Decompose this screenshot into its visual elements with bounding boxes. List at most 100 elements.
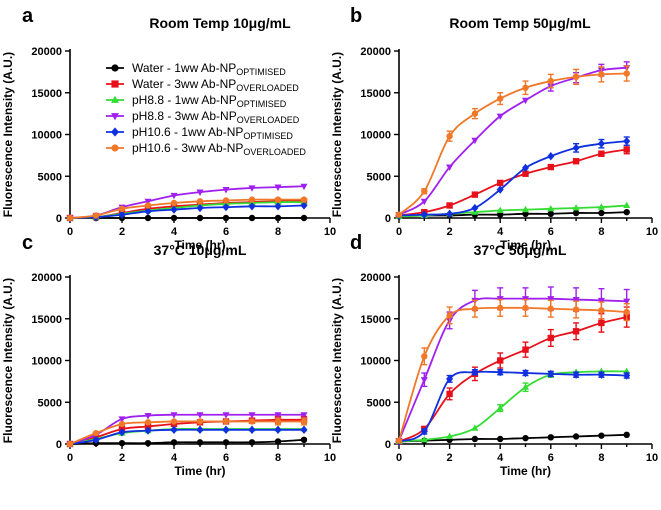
x-tick-label: 0 bbox=[396, 226, 402, 238]
data-point bbox=[446, 202, 453, 209]
series-line bbox=[398, 72, 627, 216]
y-axis-label: Fluorescence Intensity (A.U.) bbox=[1, 52, 15, 217]
data-point bbox=[521, 163, 530, 173]
data-point bbox=[547, 152, 555, 161]
x-tick-label: 4 bbox=[171, 226, 178, 238]
x-axis-label: Time (hr) bbox=[174, 464, 225, 478]
legend-item-water_1ww: Water - 1ww Ab-NPOPTIMISED bbox=[106, 61, 286, 77]
data-point bbox=[222, 214, 230, 222]
data-point bbox=[170, 199, 178, 207]
panel-a: a Room Temp 10μg/mL 0 5000 10000 15000 20000 0 2… bbox=[1, 5, 336, 252]
x-axis-label: Time (hr) bbox=[174, 238, 225, 252]
data-point bbox=[222, 418, 230, 425]
panel-title: Room Temp 50μg/mL bbox=[449, 15, 591, 31]
data-point bbox=[471, 305, 479, 312]
data-point bbox=[300, 201, 308, 210]
series-line bbox=[398, 148, 627, 217]
panel-letter: d bbox=[350, 232, 362, 254]
data-point bbox=[300, 436, 308, 444]
legend-label: pH10.6 - 3ww Ab-NPOVERLOADED bbox=[132, 141, 306, 157]
data-point bbox=[547, 434, 554, 441]
x-tick-label: 0 bbox=[396, 452, 402, 464]
data-point bbox=[248, 439, 256, 446]
y-tick-label: 15000 bbox=[360, 314, 391, 326]
y-tick-label: 20000 bbox=[31, 272, 62, 284]
data-point bbox=[196, 425, 204, 434]
series-ph106_1ww bbox=[395, 136, 631, 220]
data-point bbox=[300, 196, 308, 203]
data-point bbox=[420, 377, 428, 384]
data-point bbox=[522, 170, 529, 177]
x-tick-label: 2 bbox=[447, 452, 453, 464]
data-point bbox=[496, 404, 504, 411]
data-point bbox=[66, 214, 74, 222]
y-tick-label: 20000 bbox=[31, 46, 62, 58]
data-point bbox=[92, 212, 100, 219]
y-tick-label: 10000 bbox=[360, 130, 391, 142]
y-axis-label: Fluorescence Intensity (A.U.) bbox=[330, 278, 344, 443]
data-point bbox=[274, 425, 282, 434]
legend-label: pH10.6 - 1ww Ab-NPOPTIMISED bbox=[132, 125, 293, 141]
y-axis-label: Fluorescence Intensity (A.U.) bbox=[1, 278, 15, 443]
data-point bbox=[196, 412, 204, 419]
data-point bbox=[144, 214, 152, 222]
series-line bbox=[398, 306, 627, 441]
data-point bbox=[572, 158, 580, 165]
series-ph106_1ww bbox=[66, 201, 308, 223]
legend-label: Water - 3ww Ab-NPOVERLOADED bbox=[132, 77, 299, 93]
legend-item-ph106_3ww: pH10.6 - 3ww Ab-NPOVERLOADED bbox=[106, 141, 306, 157]
data-point bbox=[597, 370, 605, 379]
data-point bbox=[446, 432, 454, 440]
data-point bbox=[300, 418, 308, 425]
series-ph88_3ww bbox=[66, 412, 308, 448]
data-point bbox=[497, 95, 504, 102]
panel-letter: b bbox=[350, 5, 362, 27]
series-line bbox=[398, 433, 627, 443]
data-point bbox=[598, 150, 605, 157]
data-point bbox=[421, 188, 428, 195]
data-point bbox=[547, 204, 555, 212]
legend-marker bbox=[111, 95, 119, 103]
data-point bbox=[623, 367, 631, 374]
data-point bbox=[420, 210, 428, 219]
data-point bbox=[144, 423, 152, 430]
data-point bbox=[196, 189, 204, 196]
data-point bbox=[497, 357, 504, 364]
x-tick-label: 10 bbox=[646, 226, 658, 238]
data-point bbox=[623, 431, 630, 439]
data-point bbox=[274, 184, 282, 191]
data-point bbox=[395, 211, 403, 218]
data-point bbox=[144, 439, 152, 447]
data-point bbox=[496, 185, 504, 194]
series-line bbox=[69, 438, 305, 445]
data-point bbox=[623, 70, 630, 77]
data-point bbox=[623, 201, 631, 209]
data-point bbox=[118, 416, 126, 423]
data-point bbox=[248, 214, 256, 222]
data-point bbox=[118, 420, 126, 428]
series-water_1ww bbox=[395, 431, 630, 445]
data-point bbox=[92, 429, 100, 437]
data-point bbox=[522, 304, 529, 312]
data-point bbox=[420, 198, 428, 206]
panel-title: 37°C 10μg/mL bbox=[154, 242, 247, 258]
data-point bbox=[196, 203, 204, 213]
data-point bbox=[547, 210, 554, 218]
y-tick-label: 0 bbox=[56, 439, 62, 451]
data-point bbox=[497, 211, 504, 218]
x-tick-label: 8 bbox=[598, 452, 604, 464]
data-point bbox=[196, 439, 204, 446]
data-point bbox=[623, 208, 630, 216]
data-point bbox=[300, 183, 308, 191]
series-line bbox=[398, 140, 627, 217]
data-point bbox=[471, 191, 479, 198]
data-point bbox=[300, 214, 308, 222]
panel-title: Room Temp 10μg/mL bbox=[149, 15, 291, 31]
data-point bbox=[248, 425, 256, 434]
y-tick-label: 15000 bbox=[31, 314, 62, 326]
data-point bbox=[521, 205, 530, 213]
data-point bbox=[118, 428, 126, 437]
data-point bbox=[497, 179, 504, 187]
data-point bbox=[144, 413, 152, 420]
